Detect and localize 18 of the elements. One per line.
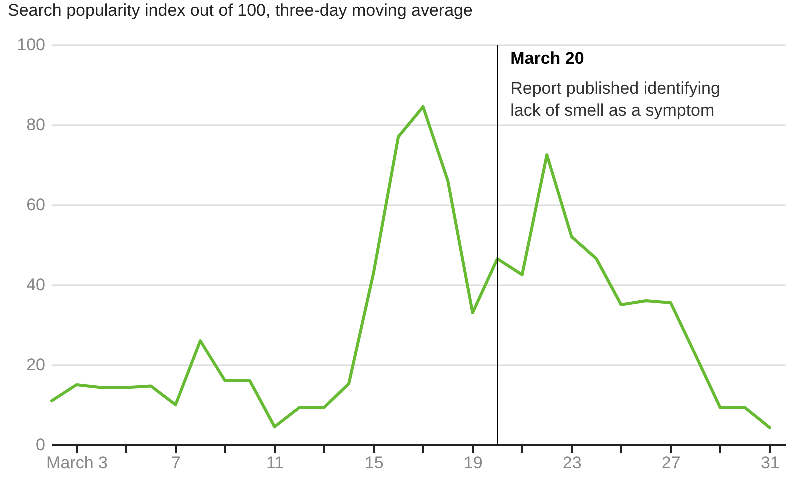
x-tick-label: 11 — [266, 454, 284, 472]
y-tick-label: 20 — [26, 356, 46, 374]
x-tick-label: 7 — [172, 454, 182, 472]
y-tick-label: 100 — [17, 36, 46, 54]
x-tick-label: 31 — [760, 454, 780, 472]
annotation: Report published identifying lack of smell as a symptom — [510, 79, 720, 120]
x-tick-label: 27 — [662, 454, 681, 472]
y-tick-label: 80 — [26, 116, 46, 134]
ref-line-label: March 20 — [510, 49, 584, 68]
x-tick-label: 19 — [464, 454, 483, 472]
x-tick-label: 23 — [562, 454, 582, 472]
x-tick-label: March 3 — [46, 454, 108, 472]
chart-title: Search popularity index out of 100, three-day moving average — [8, 1, 473, 20]
line-series — [50, 106, 772, 430]
y-tick-label: 40 — [26, 276, 46, 294]
x-tick-label: 15 — [364, 454, 384, 472]
y-tick-label: 0 — [36, 436, 46, 454]
y-tick-label: 60 — [26, 196, 46, 214]
